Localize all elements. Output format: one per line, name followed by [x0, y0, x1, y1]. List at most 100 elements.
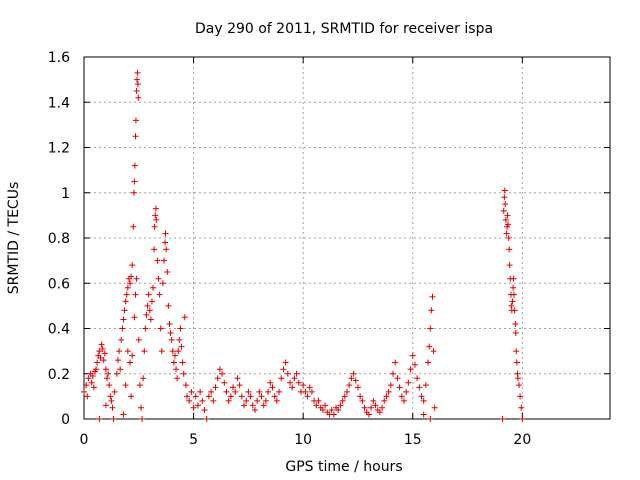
data-point — [519, 416, 526, 422]
data-point — [221, 379, 228, 386]
data-point — [422, 382, 429, 389]
data-point — [141, 348, 148, 355]
data-point — [247, 393, 254, 400]
data-point — [110, 416, 117, 422]
data-point — [398, 393, 405, 400]
data-point — [203, 416, 210, 422]
data-point — [509, 298, 516, 305]
data-point — [512, 330, 519, 337]
data-point — [100, 357, 107, 364]
data-point — [93, 366, 100, 373]
data-point — [518, 404, 525, 411]
data-point — [385, 388, 392, 395]
y-tick-label: 0 — [61, 412, 70, 428]
data-point — [104, 375, 111, 382]
x-axis-label: GPS time / hours — [285, 459, 402, 475]
data-point — [411, 361, 418, 368]
data-point — [240, 402, 247, 409]
data-points — [81, 69, 526, 422]
data-point — [368, 404, 375, 411]
chart-title: Day 290 of 2011, SRMTID for receiver isp… — [195, 21, 493, 37]
data-point — [511, 291, 518, 298]
data-point — [136, 382, 143, 389]
data-point — [420, 397, 427, 404]
data-point — [170, 359, 177, 366]
data-point — [150, 284, 157, 291]
data-point — [505, 221, 512, 228]
y-tick-label: 0.8 — [48, 231, 70, 247]
data-point — [501, 187, 508, 194]
data-point — [146, 307, 153, 314]
data-point — [106, 382, 113, 389]
data-point — [120, 316, 127, 323]
data-point — [121, 307, 128, 314]
data-point — [230, 384, 237, 391]
data-point — [425, 359, 432, 366]
data-point — [152, 205, 159, 212]
data-point — [396, 384, 403, 391]
data-point — [383, 393, 390, 400]
data-point — [123, 291, 130, 298]
data-point — [500, 207, 507, 214]
data-point — [122, 382, 129, 389]
data-point — [289, 384, 296, 391]
data-point — [339, 397, 346, 404]
data-point — [319, 406, 326, 413]
data-point — [227, 393, 234, 400]
grid — [84, 57, 610, 419]
data-point — [176, 336, 183, 343]
data-point — [300, 382, 307, 389]
data-point — [236, 382, 243, 389]
data-point — [117, 366, 124, 373]
data-point — [178, 343, 185, 350]
data-point — [505, 235, 512, 241]
data-point — [260, 402, 267, 409]
data-point — [376, 409, 383, 416]
data-point — [431, 404, 438, 411]
data-point — [506, 246, 513, 253]
data-point — [223, 388, 230, 395]
data-point — [132, 291, 139, 298]
data-point — [269, 384, 276, 391]
data-point — [173, 366, 180, 373]
data-point — [102, 402, 109, 409]
data-point — [219, 370, 226, 377]
y-tick-label: 1.4 — [48, 95, 70, 111]
data-point — [158, 348, 165, 355]
data-point — [182, 382, 189, 389]
data-point — [194, 402, 201, 409]
data-point — [140, 375, 147, 382]
data-point — [503, 230, 510, 237]
data-point — [513, 348, 520, 355]
data-point — [131, 178, 138, 185]
axis-ticks: 0 0.2 0.4 0.6 0.8 1 1.2 1.4 1.6 0 5 10 15 20 — [48, 50, 610, 448]
data-point — [124, 348, 131, 355]
data-point — [427, 416, 434, 422]
data-point — [114, 357, 121, 364]
data-point — [245, 388, 252, 395]
data-point — [102, 366, 109, 373]
data-point — [409, 352, 416, 359]
data-point — [341, 393, 348, 400]
data-point — [328, 406, 335, 413]
data-point — [177, 325, 184, 332]
data-point — [143, 311, 150, 318]
y-tick-label: 0.6 — [48, 276, 70, 292]
data-point — [390, 370, 397, 377]
data-point — [403, 388, 410, 395]
data-point — [258, 393, 265, 400]
data-point — [251, 406, 258, 413]
data-point — [214, 375, 221, 382]
data-point — [199, 397, 206, 404]
data-point — [166, 320, 173, 327]
data-point — [504, 212, 511, 219]
data-point — [429, 293, 436, 300]
x-tick-label: 15 — [404, 432, 422, 448]
data-point — [116, 348, 123, 355]
data-point — [346, 382, 353, 389]
x-tick-label: 10 — [294, 432, 312, 448]
data-point — [128, 273, 135, 280]
data-point — [405, 379, 412, 386]
data-point — [128, 393, 135, 400]
